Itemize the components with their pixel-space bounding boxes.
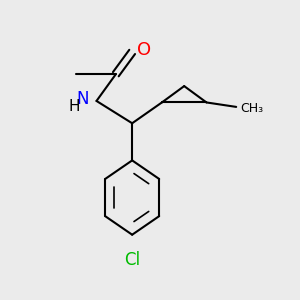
Text: CH₃: CH₃ [241, 102, 264, 115]
Text: Cl: Cl [124, 251, 140, 269]
Text: H: H [68, 99, 80, 114]
Text: O: O [136, 41, 151, 59]
Text: N: N [76, 91, 89, 109]
